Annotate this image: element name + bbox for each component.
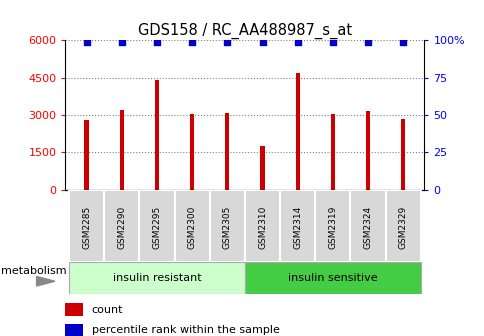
Text: GSM2295: GSM2295 [152,206,161,249]
Point [83,39,91,44]
Bar [190,114,194,190]
Polygon shape [36,277,55,286]
Text: GSM2319: GSM2319 [328,206,337,249]
Text: GSM2300: GSM2300 [187,206,196,249]
Bar [400,119,405,190]
Point [398,39,406,44]
Bar [244,190,280,262]
Text: GSM2285: GSM2285 [82,206,91,249]
Text: insulin resistant: insulin resistant [112,273,201,283]
Bar [154,80,159,190]
Bar [225,113,229,190]
Bar [315,190,350,262]
Point [258,39,266,44]
Text: GSM2324: GSM2324 [363,206,372,249]
Bar [385,190,420,262]
Text: GSM2329: GSM2329 [398,206,407,249]
Point [328,39,336,44]
Bar [365,111,369,190]
Text: metabolism: metabolism [1,266,67,276]
Point [118,39,125,44]
Text: insulin sensitive: insulin sensitive [287,273,377,283]
Text: GSM2314: GSM2314 [293,206,302,249]
Bar [330,114,334,190]
Point [153,39,161,44]
Bar [65,303,83,316]
Bar [104,190,139,262]
Bar [295,73,299,190]
Bar [139,190,174,262]
Bar [84,120,89,190]
Point [293,39,301,44]
Point [188,39,196,44]
Point [223,39,231,44]
Text: GSM2305: GSM2305 [222,206,231,249]
Bar [65,325,83,336]
Title: GDS158 / RC_AA488987_s_at: GDS158 / RC_AA488987_s_at [137,23,351,39]
Bar [280,190,315,262]
Bar [120,110,123,190]
Bar [174,190,209,262]
Point [363,39,371,44]
Text: percentile rank within the sample: percentile rank within the sample [91,325,279,335]
Text: GSM2290: GSM2290 [117,206,126,249]
Bar [209,190,244,262]
Bar [260,146,264,190]
Bar [69,262,244,294]
Bar [69,190,104,262]
Bar [244,262,420,294]
Bar [350,190,385,262]
Text: count: count [91,305,123,314]
Text: GSM2310: GSM2310 [257,206,267,249]
